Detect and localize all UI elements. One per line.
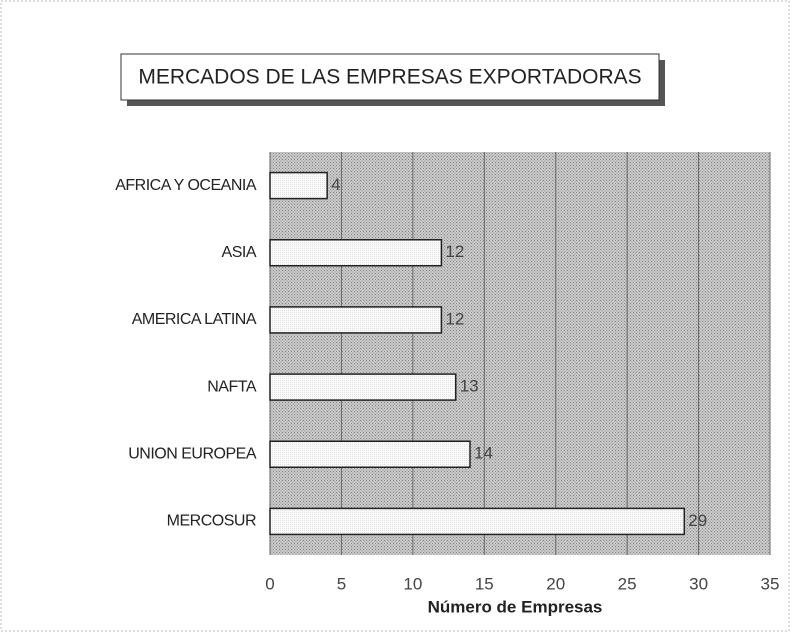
chart-title: MERCADOS DE LAS EMPRESAS EXPORTADORAS — [138, 66, 641, 89]
y-tick-label: AFRICA Y OCEANIA — [115, 177, 257, 194]
x-tick-label: 35 — [761, 574, 780, 593]
title-box — [120, 53, 660, 101]
x-tick-label: 25 — [618, 574, 637, 593]
y-tick-label: NAFTA — [207, 378, 257, 395]
value-label: 14 — [474, 444, 493, 463]
bar — [269, 440, 471, 468]
y-tick-label: UNION EUROPEA — [128, 445, 257, 462]
x-axis-label: Número de Empresas — [428, 597, 603, 616]
x-tick-label: 30 — [689, 574, 708, 593]
value-label: 4 — [331, 175, 340, 194]
bar — [269, 171, 328, 200]
x-tick-label: 0 — [265, 574, 274, 593]
value-label: 13 — [460, 377, 479, 396]
plot-area — [270, 152, 770, 555]
y-tick-label: AMERICA LATINA — [132, 311, 257, 328]
bar — [269, 507, 686, 536]
x-tick-label: 10 — [403, 574, 422, 593]
value-label: 29 — [688, 511, 707, 530]
y-tick-label: MERCOSUR — [167, 513, 256, 530]
x-tick-label: 5 — [337, 574, 346, 593]
x-tick-label: 20 — [546, 574, 565, 593]
bar — [269, 373, 457, 401]
bar — [269, 306, 443, 334]
bar — [269, 239, 443, 267]
value-label: 12 — [445, 242, 464, 261]
x-tick-label: 15 — [475, 574, 494, 593]
value-label: 12 — [445, 309, 464, 328]
y-tick-label: ASIA — [222, 244, 257, 261]
